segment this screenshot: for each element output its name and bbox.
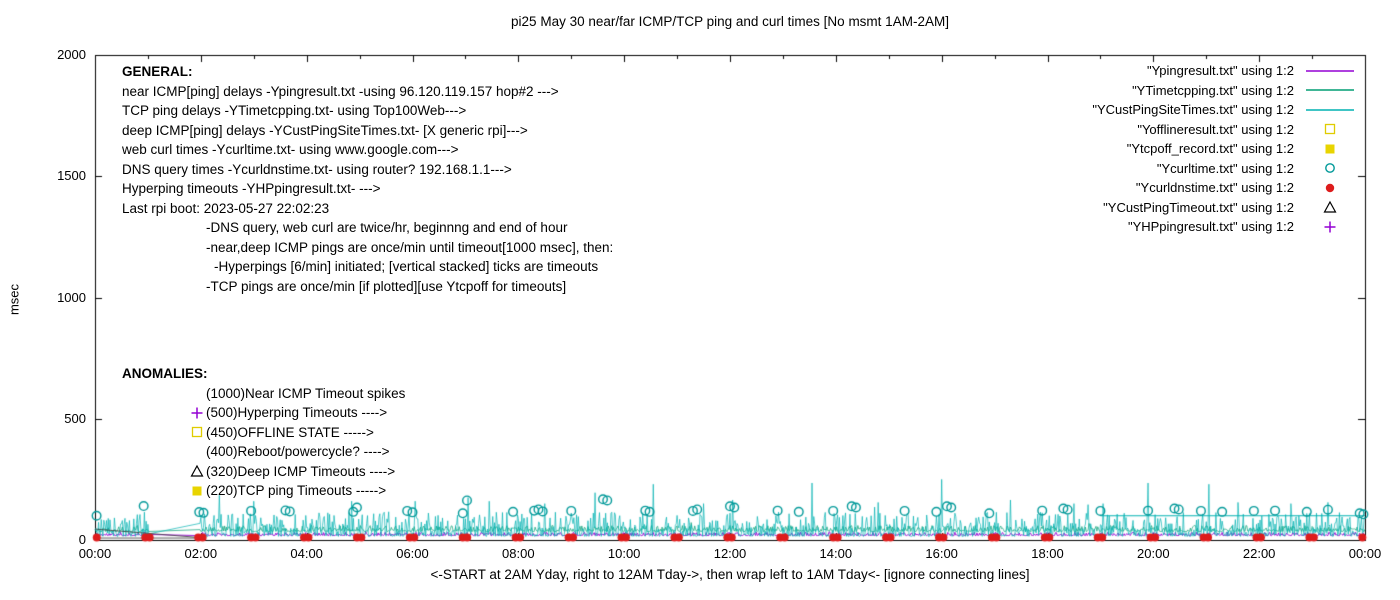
x-tick-label: 00:00 [1348,546,1382,561]
circle-open-legend-icon [1304,161,1356,175]
legend-item-label: "Ycurltime.txt" using 1:2 [1156,160,1294,176]
x-tick-label: 16:00 [925,546,958,561]
legend-item: "YHPpingresult.txt" using 1:2 [1092,217,1356,237]
anomaly-item-label: (450)OFFLINE STATE -----> [206,424,374,440]
general-text-line: Last rpi boot: 2023-05-27 22:02:23 [122,200,330,216]
y-tick-label: 1500 [57,168,86,184]
x-axis-note: <-START at 2AM Yday, right to 12AM Tday-… [430,567,1030,582]
x-tick-label: 10:00 [607,546,641,561]
legend-item-label: "Ytcpoff_record.txt" using 1:2 [1126,141,1294,157]
anomaly-item-label: (400)Reboot/powercycle? ----> [206,444,390,460]
anomaly-marker-slot [190,445,206,459]
square-filled-marker-icon [190,484,206,498]
x-tick-label: 08:00 [502,546,535,561]
general-text-line: -TCP pings are once/min [if plotted][use… [206,278,567,294]
chart-title: pi25 May 30 near/far ICMP/TCP ping and c… [511,14,949,29]
square-open-marker-icon [190,425,206,439]
square-filled-legend-icon [1304,142,1356,156]
triangle-open-legend-icon [1304,200,1356,214]
anomaly-item: (500)Hyperping Timeouts ----> [190,403,405,423]
x-tick-label: 20:00 [1137,546,1170,561]
anomaly-item: (1000)Near ICMP Timeout spikes [190,384,405,404]
general-annotation: GENERAL: near ICMP[ping] delays -Ypingre… [122,62,613,296]
anomaly-item-label: (1000)Near ICMP Timeout spikes [206,385,406,401]
anomaly-item-label: (320)Deep ICMP Timeouts ----> [206,463,396,479]
y-tick-label: 500 [64,410,86,426]
general-text-line: Hyperping timeouts -YHPpingresult.txt- -… [122,181,381,196]
legend-item: "YTimetcpping.txt" using 1:2 [1092,81,1356,101]
legend-item: "Ytcpoff_record.txt" using 1:2 [1092,139,1356,159]
x-tick-label: 02:00 [184,546,218,561]
general-heading: GENERAL: [122,64,193,79]
x-tick-label: 06:00 [396,546,429,561]
plus-legend-icon [1304,220,1356,234]
legend-item-label: "Ypingresult.txt" using 1:2 [1146,63,1294,79]
legend-item: "YCustPingTimeout.txt" using 1:2 [1092,198,1356,218]
circle-filled-legend-icon [1304,181,1356,195]
line-legend-icon [1304,83,1356,97]
legend-item-label: "Ycurldnstime.txt" using 1:2 [1135,180,1294,196]
general-text-line: -near,deep ICMP pings are once/min until… [206,239,614,255]
legend-item: "Ypingresult.txt" using 1:2 [1092,61,1356,81]
legend-item-label: "YCustPingTimeout.txt" using 1:2 [1103,199,1294,215]
line-legend-icon [1304,103,1356,117]
x-tick-label: 18:00 [1031,546,1064,561]
legend-item-label: "Yofflineresult.txt" using 1:2 [1137,121,1294,137]
square-open-legend-icon [1304,122,1356,136]
anomaly-lines: (1000)Near ICMP Timeout spikes (500)Hyper… [122,384,405,501]
legend: "Ypingresult.txt" using 1:2 "YTimetcpping… [1092,61,1356,237]
general-text-line: TCP ping delays -YTimetcpping.txt- using… [122,103,467,118]
x-tick-label: 14:00 [819,546,853,561]
general-text-line: DNS query times -Ycurldnstime.txt- using… [122,161,512,177]
legend-item: "Ycurltime.txt" using 1:2 [1092,159,1356,179]
triangle-open-marker-icon [190,464,206,478]
general-lines: near ICMP[ping] delays -Ypingresult.txt … [122,82,613,297]
anomalies-heading: ANOMALIES: [122,366,208,381]
general-text-line: near ICMP[ping] delays -Ypingresult.txt … [122,83,559,99]
legend-item-label: "YCustPingSiteTimes.txt" using 1:2 [1092,102,1294,118]
general-text-line: -DNS query, web curl are twice/hr, begin… [206,220,568,235]
x-tick-label: 22:00 [1242,546,1276,561]
legend-item-label: "YHPpingresult.txt" using 1:2 [1127,219,1294,235]
y-tick-label: 2000 [57,47,86,62]
x-tick-label: 12:00 [713,546,747,561]
line-legend-icon [1304,64,1356,78]
x-tick-label: 00:00 [78,546,112,561]
anomaly-item-label: (220)TCP ping Timeouts -----> [206,483,387,499]
general-text-line: -Hyperpings [6/min] initiated; [vertical… [214,259,599,274]
anomaly-item: (400)Reboot/powercycle? ----> [190,442,405,462]
y-tick-label: 0 [78,532,86,547]
anomaly-item: (450)OFFLINE STATE -----> [190,423,405,443]
anomaly-item: (220)TCP ping Timeouts -----> [190,481,405,501]
general-text-line: deep ICMP[ping] delays -YCustPingSiteTim… [122,122,528,138]
general-text-line: web curl times -Ycurltime.txt- using www… [122,142,459,157]
anomaly-item-label: (500)Hyperping Timeouts ----> [206,405,388,421]
legend-item: "Ycurldnstime.txt" using 1:2 [1092,178,1356,198]
legend-item-label: "YTimetcpping.txt" using 1:2 [1132,82,1294,98]
anomaly-marker-slot [190,386,206,400]
anomaly-item: (320)Deep ICMP Timeouts ----> [190,462,405,482]
y-tick-label: 1000 [57,289,86,305]
legend-item: "Yofflineresult.txt" using 1:2 [1092,120,1356,140]
plus-marker-icon [190,406,206,420]
legend-item: "YCustPingSiteTimes.txt" using 1:2 [1092,100,1356,120]
y-axis-label: msec [6,283,22,316]
anomalies-annotation: ANOMALIES: (1000)Near ICMP Timeout spike… [122,364,405,501]
x-tick-label: 04:00 [290,546,323,561]
